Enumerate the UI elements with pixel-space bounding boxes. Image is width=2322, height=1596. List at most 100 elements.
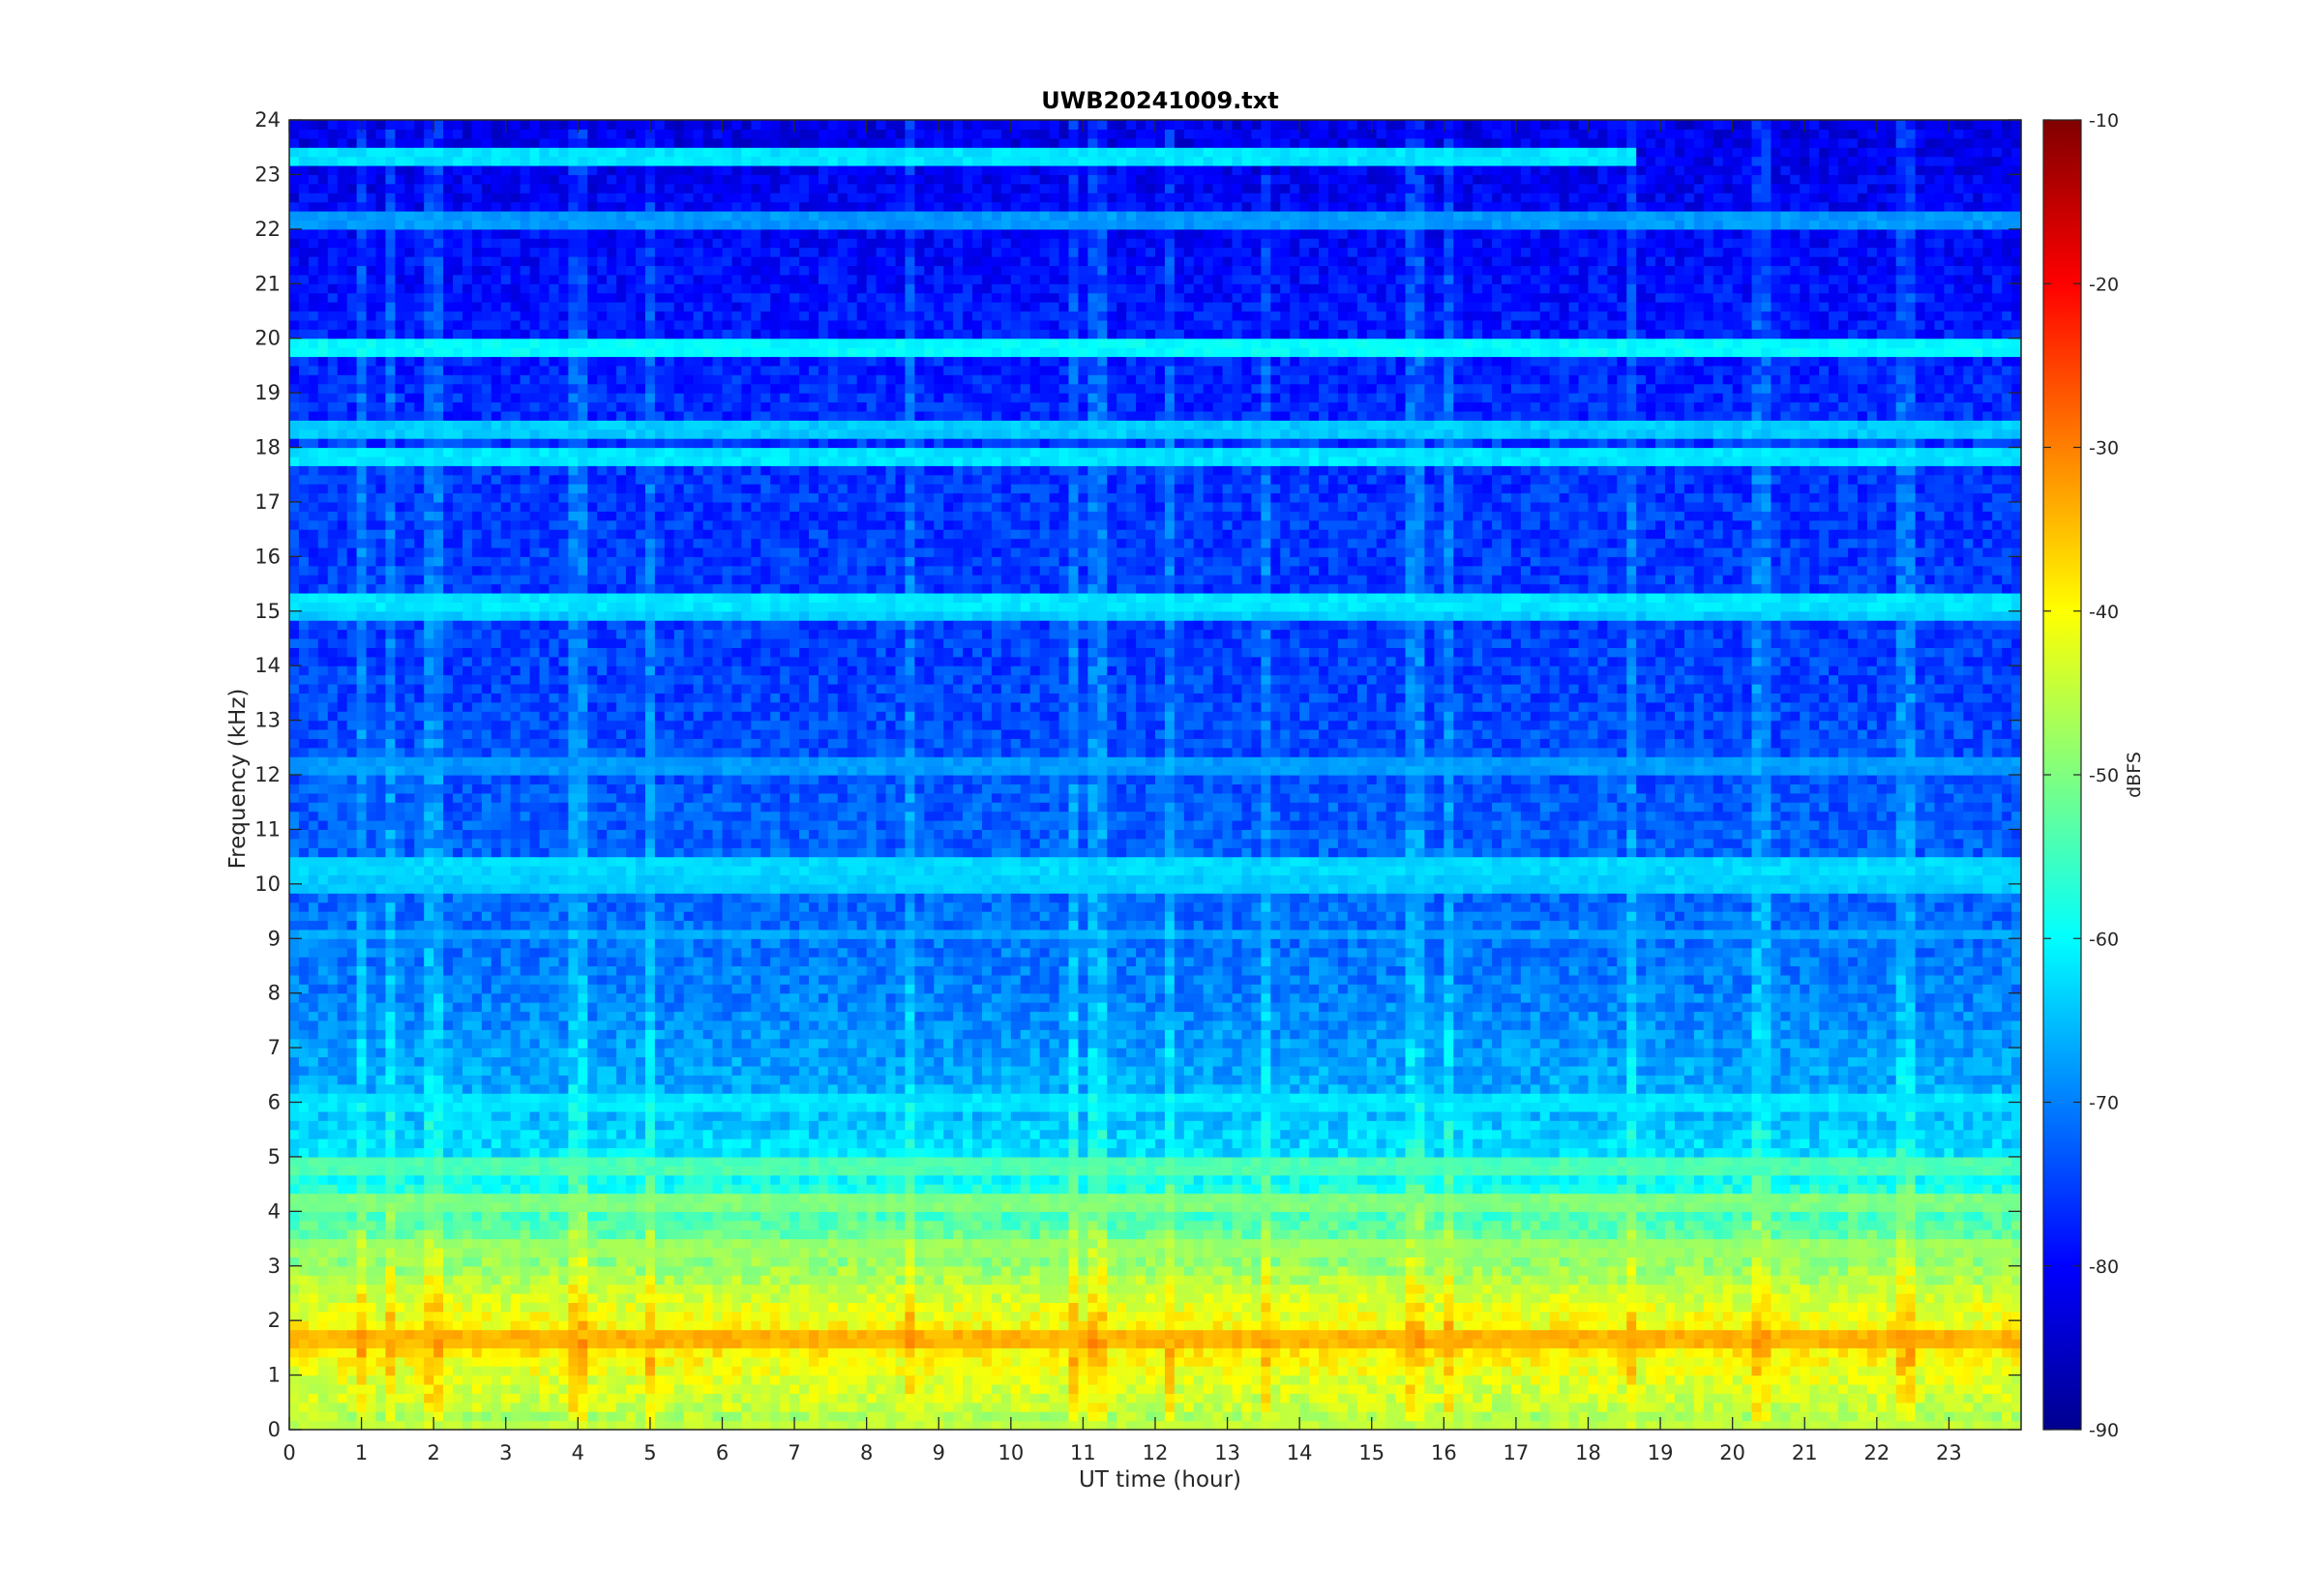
heatmap-cell	[616, 938, 627, 948]
heatmap-cell	[462, 493, 473, 503]
heatmap-cell	[404, 1103, 415, 1112]
heatmap-cell	[482, 993, 492, 1003]
heatmap-cell	[558, 275, 569, 284]
heatmap-cell	[385, 602, 396, 611]
heatmap-cell	[453, 366, 463, 375]
heatmap-cell	[587, 1166, 598, 1175]
heatmap-cell	[347, 283, 358, 293]
heatmap-cell	[424, 566, 434, 576]
heatmap-cell	[521, 293, 531, 303]
heatmap-cell	[347, 902, 358, 912]
heatmap-cell	[289, 347, 300, 357]
heatmap-cell	[318, 839, 329, 848]
heatmap-cell	[482, 511, 492, 520]
heatmap-cell	[338, 429, 348, 439]
heatmap-cell	[347, 320, 358, 330]
heatmap-cell	[443, 1020, 454, 1030]
heatmap-cell	[501, 957, 512, 966]
heatmap-cell	[424, 374, 434, 384]
heatmap-cell	[309, 948, 319, 958]
heatmap-cell	[289, 829, 300, 839]
heatmap-cell	[433, 675, 444, 685]
heatmap-cell	[318, 184, 329, 193]
heatmap-cell	[453, 556, 463, 566]
heatmap-cell	[395, 1084, 405, 1094]
heatmap-cell	[462, 1339, 473, 1348]
heatmap-cell	[453, 793, 463, 803]
heatmap-cell	[501, 1202, 512, 1212]
heatmap-cell	[414, 1403, 425, 1412]
heatmap-cell	[395, 820, 405, 830]
heatmap-cell	[338, 211, 348, 221]
heatmap-cell	[530, 484, 541, 493]
heatmap-cell	[550, 502, 560, 512]
heatmap-cell	[367, 302, 377, 311]
heatmap-cell	[453, 1093, 463, 1103]
heatmap-cell	[404, 165, 415, 175]
heatmap-cell	[462, 611, 473, 621]
heatmap-cell	[511, 620, 521, 630]
heatmap-cell	[597, 1211, 608, 1221]
heatmap-cell	[376, 248, 387, 257]
heatmap-cell	[299, 238, 310, 248]
heatmap-cell	[597, 411, 608, 421]
heatmap-cell	[558, 448, 569, 458]
heatmap-cell	[395, 320, 405, 330]
heatmap-cell	[395, 502, 405, 512]
heatmap-cell	[540, 429, 551, 439]
heatmap-cell	[578, 702, 588, 712]
heatmap-cell	[347, 374, 358, 384]
heatmap-cell	[424, 866, 434, 875]
heatmap-cell	[511, 302, 521, 311]
heatmap-cell	[414, 1221, 425, 1230]
heatmap-cell	[309, 484, 319, 493]
heatmap-cell	[347, 1056, 358, 1066]
heatmap-cell	[395, 948, 405, 958]
heatmap-cell	[616, 1302, 627, 1312]
heatmap-cell	[404, 1330, 415, 1340]
heatmap-cell	[328, 202, 339, 212]
heatmap-cell	[607, 184, 617, 193]
heatmap-cell	[414, 520, 425, 530]
heatmap-cell	[587, 302, 598, 311]
heatmap-cell	[578, 256, 588, 266]
heatmap-cell	[385, 1056, 396, 1066]
heatmap-cell	[616, 793, 627, 803]
heatmap-cell	[568, 529, 579, 539]
heatmap-cell	[367, 693, 377, 702]
heatmap-cell	[443, 766, 454, 776]
heatmap-cell	[433, 129, 444, 138]
heatmap-cell	[289, 575, 300, 584]
heatmap-cell	[338, 401, 348, 411]
heatmap-cell	[511, 1148, 521, 1158]
heatmap-cell	[376, 630, 387, 639]
heatmap-cell	[568, 1411, 579, 1421]
heatmap-cell	[385, 1293, 396, 1303]
heatmap-cell	[289, 1266, 300, 1276]
heatmap-cell	[347, 630, 358, 639]
heatmap-cell	[558, 1339, 569, 1348]
heatmap-cell	[587, 1194, 598, 1203]
heatmap-cell	[558, 339, 569, 348]
heatmap-cell	[550, 1011, 560, 1020]
heatmap-cell	[540, 147, 551, 157]
heatmap-cell	[376, 529, 387, 539]
heatmap-cell	[414, 366, 425, 375]
heatmap-cell	[299, 339, 310, 348]
heatmap-cell	[462, 566, 473, 576]
heatmap-cell	[385, 220, 396, 229]
heatmap-cell	[597, 484, 608, 493]
heatmap-cell	[511, 584, 521, 594]
heatmap-cell	[482, 347, 492, 357]
heatmap-cell	[309, 1120, 319, 1130]
heatmap-cell	[347, 1421, 358, 1431]
heatmap-cell	[338, 310, 348, 320]
heatmap-cell	[414, 229, 425, 239]
heatmap-cell	[568, 347, 579, 357]
heatmap-cell	[357, 429, 368, 439]
heatmap-cell	[568, 329, 579, 339]
heatmap-cell	[587, 1138, 598, 1148]
heatmap-cell	[328, 1302, 339, 1312]
heatmap-cell	[424, 1384, 434, 1394]
heatmap-cell	[578, 711, 588, 721]
